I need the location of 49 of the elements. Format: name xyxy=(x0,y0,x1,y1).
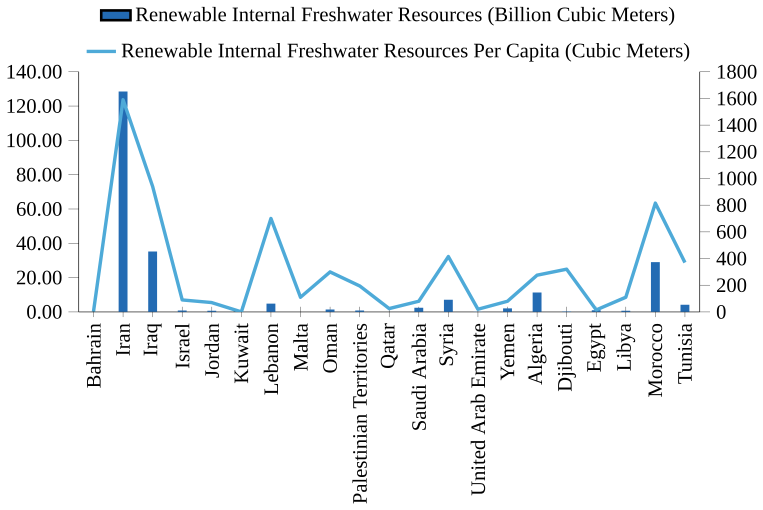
x-tick-label: Bahrain xyxy=(86,324,101,388)
x-tick-label: Syria xyxy=(439,323,458,366)
y2-tick-label: 1000 xyxy=(718,172,756,186)
y2-tick-label: 1600 xyxy=(718,92,756,106)
y-tick-label: 0.00 xyxy=(27,305,62,319)
bar xyxy=(532,292,542,312)
y2-tick-label: 600 xyxy=(716,224,746,239)
bar xyxy=(444,300,453,312)
y2-tick-label: 1400 xyxy=(718,118,756,132)
y2-tick-label: 1800 xyxy=(718,64,756,79)
x-tick-label: Djibouti xyxy=(557,324,576,392)
y2-tick-label: 400 xyxy=(716,252,746,266)
y2-tick-label: 200 xyxy=(717,278,746,292)
x-tick-label: Israel xyxy=(174,324,190,368)
bar xyxy=(680,304,690,312)
bar xyxy=(266,304,276,312)
x-tick-label: Palestinian Territories xyxy=(352,324,367,504)
x-tick-label: Jordan xyxy=(204,324,220,378)
y-tick-label: 140.00 xyxy=(8,64,62,79)
x-tick-label: Libya xyxy=(616,323,636,371)
bar xyxy=(148,252,158,312)
legend-label: Renewable Internal Freshwater Resources (Billion Cubic Meters) xyxy=(136,6,674,26)
y-tick-label: 100.00 xyxy=(8,133,62,148)
y-tick-label: 80.00 xyxy=(16,168,62,182)
x-tick-label: Yemen xyxy=(500,324,514,380)
x-tick-label: Iran xyxy=(116,324,130,356)
x-tick-label: Algeria xyxy=(528,323,546,385)
y2-tick-label: 1200 xyxy=(718,144,756,159)
x-tick-label: Saudi Arabia xyxy=(412,324,426,430)
x-tick-label: Lebanon xyxy=(264,324,278,395)
x-tick-label: Tunisia xyxy=(678,323,692,384)
x-tick-label: Malta xyxy=(293,323,308,371)
x-tick-label: Qatar xyxy=(380,323,398,368)
legend-label: Renewable Internal Freshwater Resources Per Capita (Cubic Meters) xyxy=(122,43,690,62)
y-tick-label: 60.00 xyxy=(16,202,62,216)
y2-tick-label: 0 xyxy=(716,305,726,319)
x-tick-label: United Arab Emirate xyxy=(470,324,486,496)
x-tick-label: Oman xyxy=(323,324,337,373)
x-tick-label: Morocco xyxy=(648,324,662,397)
bar xyxy=(118,92,128,312)
y-tick-label: 40.00 xyxy=(16,236,62,250)
x-tick-label: Kuwait xyxy=(234,323,248,384)
bar xyxy=(650,262,660,312)
x-tick-label: Egypt xyxy=(587,323,606,372)
y-tick-label: 120.00 xyxy=(8,99,62,114)
y2-tick-label: 800 xyxy=(716,198,746,212)
line-series xyxy=(92,98,687,312)
x-tick-label: Iraq xyxy=(144,324,162,356)
y-tick-label: 20.00 xyxy=(16,270,62,285)
